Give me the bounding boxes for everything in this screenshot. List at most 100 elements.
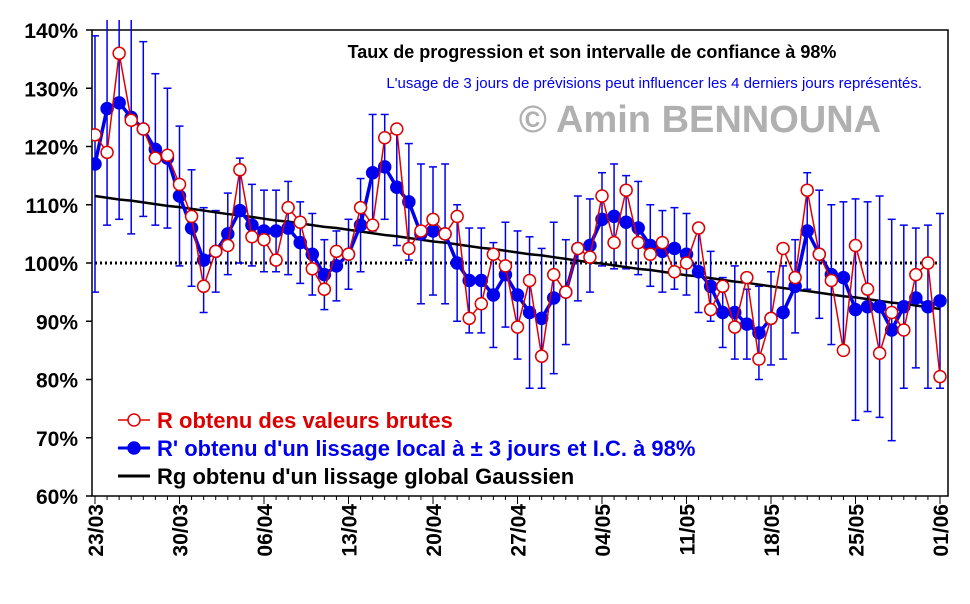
data-point bbox=[390, 122, 404, 136]
data-point bbox=[208, 244, 223, 259]
data-point bbox=[184, 209, 199, 224]
data-point bbox=[233, 203, 247, 218]
data-point bbox=[583, 250, 597, 264]
y-tick-label: 60% bbox=[36, 486, 78, 509]
data-point bbox=[534, 349, 549, 363]
data-point bbox=[377, 131, 392, 145]
data-point bbox=[788, 270, 802, 285]
x-tick-label: 30/03 bbox=[170, 504, 193, 557]
data-point bbox=[607, 235, 621, 250]
data-point bbox=[595, 189, 609, 203]
data-point bbox=[848, 238, 863, 253]
data-point bbox=[474, 297, 489, 311]
data-point bbox=[269, 253, 283, 267]
plot-content bbox=[92, 20, 947, 442]
y-tick-label: 120% bbox=[24, 137, 78, 160]
chart-title: Taux de progression et son intervalle de… bbox=[348, 42, 837, 62]
data-point bbox=[221, 238, 235, 253]
data-point bbox=[740, 270, 754, 285]
data-point bbox=[824, 273, 839, 288]
data-point bbox=[462, 311, 476, 326]
data-point bbox=[619, 215, 633, 229]
data-point bbox=[921, 256, 935, 270]
x-tick-label: 01/06 bbox=[930, 504, 953, 557]
y-tick-label: 70% bbox=[36, 428, 78, 451]
data-point bbox=[184, 221, 199, 235]
data-point bbox=[112, 46, 126, 61]
data-point bbox=[667, 241, 682, 256]
data-point bbox=[534, 311, 549, 326]
data-point bbox=[390, 180, 404, 195]
data-point bbox=[281, 221, 295, 235]
data-point bbox=[196, 253, 211, 267]
y-tick-label: 140% bbox=[24, 20, 78, 43]
data-point bbox=[897, 299, 911, 314]
data-point bbox=[909, 267, 923, 282]
data-point bbox=[414, 224, 428, 238]
y-tick-label: 100% bbox=[24, 253, 78, 276]
legend-swatch-marker bbox=[127, 441, 141, 455]
data-point bbox=[426, 224, 440, 238]
data-point bbox=[317, 282, 332, 296]
data-point bbox=[884, 305, 899, 320]
data-point bbox=[752, 352, 766, 366]
data-point bbox=[402, 241, 416, 256]
data-point bbox=[655, 235, 670, 250]
data-point bbox=[245, 218, 259, 232]
data-point bbox=[245, 230, 259, 244]
data-point bbox=[933, 369, 947, 384]
data-point bbox=[450, 256, 464, 270]
data-point bbox=[365, 165, 380, 180]
data-point bbox=[510, 288, 525, 302]
data-point bbox=[510, 320, 525, 334]
legend-label: R obtenu des valeurs brutes bbox=[157, 408, 453, 433]
legend-label: R' obtenu d'un lissage local à ± 3 jours… bbox=[157, 436, 695, 461]
data-point bbox=[872, 299, 887, 314]
data-point bbox=[679, 256, 694, 270]
x-tick-label: 27/04 bbox=[508, 504, 531, 557]
data-point bbox=[776, 305, 790, 320]
data-point bbox=[607, 209, 621, 224]
data-point bbox=[546, 267, 561, 282]
data-point bbox=[619, 183, 633, 197]
data-point bbox=[450, 209, 464, 224]
data-point bbox=[353, 200, 368, 215]
data-point bbox=[764, 311, 778, 326]
data-point bbox=[728, 320, 742, 334]
data-point bbox=[667, 264, 682, 279]
data-point bbox=[800, 224, 814, 238]
data-point bbox=[112, 96, 126, 110]
data-point bbox=[691, 264, 706, 279]
data-point bbox=[269, 224, 283, 238]
data-point bbox=[800, 183, 814, 197]
y-tick-label: 80% bbox=[36, 370, 78, 393]
data-point bbox=[860, 282, 875, 296]
data-point bbox=[740, 317, 754, 331]
x-tick-label: 06/04 bbox=[254, 504, 277, 557]
legend-swatch-marker bbox=[127, 413, 141, 427]
data-point bbox=[559, 285, 573, 299]
data-point bbox=[498, 259, 513, 273]
y-tick-label: 110% bbox=[25, 195, 78, 218]
x-tick-label: 11/05 bbox=[677, 504, 700, 556]
data-point bbox=[329, 244, 344, 259]
data-point bbox=[196, 279, 211, 294]
x-tick-label: 25/05 bbox=[846, 504, 869, 557]
data-point bbox=[341, 247, 356, 262]
data-point bbox=[703, 302, 718, 317]
data-point bbox=[92, 128, 102, 142]
data-point bbox=[148, 151, 163, 165]
x-tick-label: 18/05 bbox=[761, 504, 784, 557]
data-point bbox=[571, 241, 585, 256]
data-point bbox=[836, 343, 851, 358]
y-tick-label: 130% bbox=[24, 78, 78, 101]
data-point bbox=[715, 305, 730, 320]
data-point bbox=[933, 294, 947, 308]
data-point bbox=[691, 221, 706, 235]
data-point bbox=[172, 177, 187, 192]
data-point bbox=[583, 238, 597, 253]
data-point bbox=[643, 247, 658, 262]
data-point bbox=[522, 273, 537, 288]
data-point bbox=[92, 157, 102, 171]
